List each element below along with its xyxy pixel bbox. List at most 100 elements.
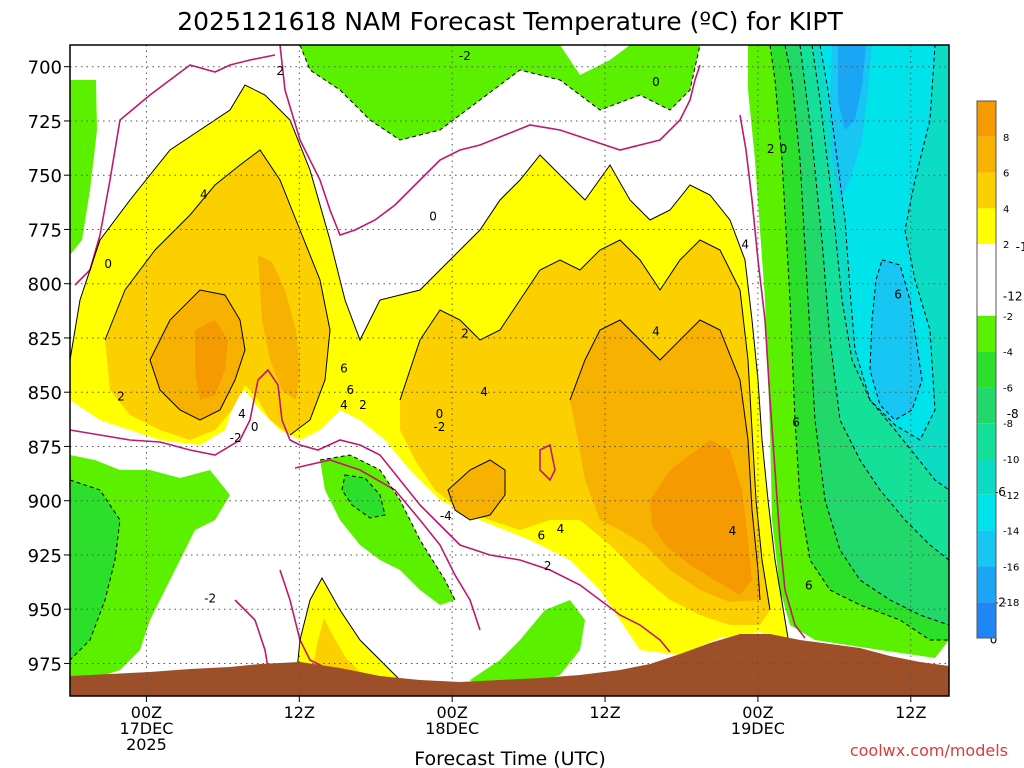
zero-line-8 <box>539 443 556 482</box>
colorbar-bin <box>977 423 996 459</box>
colorbar-label: -10 <box>1003 455 1019 466</box>
zero-line-2 <box>279 45 701 236</box>
contour-label: 0 <box>990 633 998 647</box>
contour-label: 4 <box>652 324 660 338</box>
contour-label: 4 <box>480 385 488 399</box>
x-tick-label: 00Z <box>437 703 468 722</box>
isotherm-negative <box>784 45 949 626</box>
isotherm-positive <box>399 239 771 611</box>
contour-label: 0 <box>436 407 444 421</box>
colorbar-bin <box>977 566 996 603</box>
colorbar-bin <box>977 101 996 137</box>
colorbar-bin <box>977 136 996 173</box>
isotherm-negative <box>811 45 949 491</box>
contour-label: 4 <box>200 188 208 202</box>
x-tick-label: 19DEC <box>731 719 785 738</box>
isotherm-negative <box>869 259 923 421</box>
contour-label: 6 <box>805 578 813 592</box>
x-tick-label: 17DEC <box>119 719 173 738</box>
y-tick-label: 975 <box>28 654 62 675</box>
band-cold-minus-16 <box>838 45 866 130</box>
contour-label: 2 <box>117 390 125 404</box>
band-green-left-upper <box>70 80 97 255</box>
colorbar-bin <box>977 244 996 280</box>
colorbar-label: 8 <box>1003 133 1009 144</box>
colorbar-bin <box>977 387 996 424</box>
contour-label: -6 <box>994 485 1006 499</box>
x-tick-label: 00Z <box>742 703 773 722</box>
band-warm-8 <box>195 320 228 400</box>
colorbar-bin <box>977 494 996 531</box>
colorbar-label: -16 <box>1003 562 1019 573</box>
zero-line-3 <box>739 114 806 639</box>
contour-label: 2 <box>359 398 367 412</box>
temperature-field <box>70 45 949 696</box>
y-tick-label: 900 <box>28 492 62 513</box>
contour-label: 2 <box>461 327 469 341</box>
contour-label: 0 <box>429 209 437 223</box>
band-green-left-inner <box>70 480 120 660</box>
contour-label: 0 <box>780 142 788 156</box>
isotherm-negative <box>299 45 701 141</box>
contour-label: 4 <box>238 407 246 421</box>
plot-grid <box>70 45 949 696</box>
colorbar-label: 6 <box>1003 169 1009 180</box>
y-tick-label: 725 <box>28 112 62 133</box>
contour-label: -8 <box>1007 407 1019 421</box>
colorbar-label: -4 <box>1003 348 1013 359</box>
contour-label: 0 <box>251 420 259 434</box>
x-tick-label: 12Z <box>589 703 620 722</box>
x-tick-label: 2025 <box>126 735 167 754</box>
band-warm-6-d <box>448 460 505 520</box>
time-axis: 00Z17DEC202512Z00Z18DEC12Z00Z19DEC12Z00Z… <box>119 696 926 754</box>
isotherm-negative <box>319 454 456 601</box>
contour-label: 4 <box>557 522 565 536</box>
isotherm-positive <box>70 84 791 651</box>
isotherm-negative <box>70 479 121 661</box>
contour-label: -12 <box>1003 290 1023 304</box>
band-cold-minus-14-lower <box>870 260 922 420</box>
colorbar-bin <box>977 315 996 352</box>
contour-label: 6 <box>894 288 902 302</box>
contour-label: -2 <box>994 596 1006 610</box>
x-tick-label: 12Z <box>284 703 315 722</box>
contour-label: -2 <box>230 431 242 445</box>
band-green-mid-inner <box>342 475 385 518</box>
contour-label: 4 <box>741 238 749 252</box>
isotherm-positive <box>569 319 761 601</box>
contour-label: -4 <box>440 509 452 523</box>
credit-text: coolwx.com/models <box>850 741 1008 760</box>
y-tick-label: 850 <box>28 383 62 404</box>
colorbar-label: -8 <box>1003 419 1013 430</box>
contour-label: 2 <box>276 64 284 78</box>
colorbar-label: -2 <box>1003 312 1013 323</box>
isotherm-positive <box>294 576 401 691</box>
contour-label: -2 <box>459 49 471 63</box>
isotherm-negative <box>799 45 949 561</box>
colorbar-bin <box>977 351 996 388</box>
isotherm-negative <box>341 474 386 519</box>
contour-labels: 2-20040204-14-126246-1424642400-8-2-26-6… <box>104 49 1024 647</box>
y-tick-label: 825 <box>28 329 62 350</box>
y-tick-label: 800 <box>28 275 62 296</box>
contour-label: 4 <box>340 398 348 412</box>
contour-label: 0 <box>104 257 112 271</box>
colorbar-bin <box>977 208 996 245</box>
y-tick-label: 875 <box>28 437 62 458</box>
y-tick-label: 750 <box>28 166 62 187</box>
zero-line-4 <box>70 368 671 653</box>
x-tick-label: 12Z <box>895 703 926 722</box>
isotherm-positive <box>447 459 506 521</box>
colorbar-frame <box>976 100 997 639</box>
y-tick-label: 925 <box>28 546 62 567</box>
colorbar-label: -12 <box>1003 491 1019 502</box>
contour-label: 2 <box>544 559 552 573</box>
x-tick-label: 18DEC <box>425 719 479 738</box>
band-green-top <box>300 45 700 140</box>
band-warm-4-bottom <box>312 618 360 672</box>
band-warm-8-b <box>650 440 752 595</box>
contour-label: 6 <box>346 383 354 397</box>
isotherm-positive <box>149 289 246 421</box>
contour-label: -14 <box>1016 240 1024 254</box>
